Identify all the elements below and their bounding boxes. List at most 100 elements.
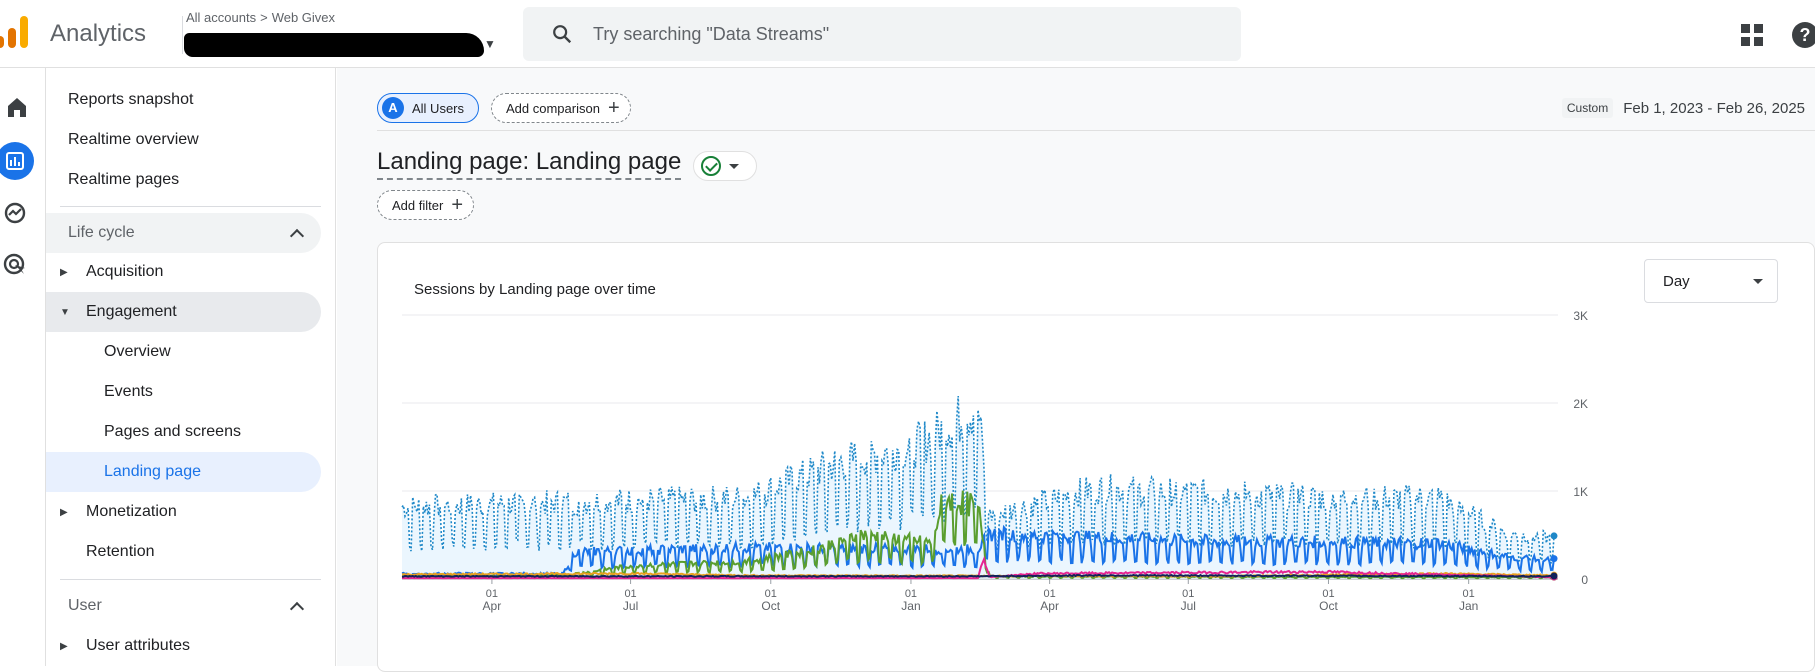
chevron-down-icon: [729, 163, 739, 169]
nav-label: Acquisition: [86, 263, 164, 280]
chart-card: Sessions by Landing page over time Day 3…: [377, 242, 1815, 672]
granularity-value: Day: [1663, 272, 1690, 290]
series-line: [401, 573, 1555, 578]
account-caret-icon[interactable]: ▼: [484, 37, 496, 51]
nav-overview[interactable]: Overview: [104, 343, 171, 360]
breadcrumb-root[interactable]: All accounts: [186, 10, 257, 25]
nav-monetization[interactable]: ▶ Monetization: [46, 492, 321, 532]
segment-label: All Users: [412, 100, 465, 116]
header-divider: [377, 130, 1815, 131]
page-title[interactable]: Landing page: Landing page: [377, 148, 682, 180]
main-content: A All Users Add comparison + Custom Feb …: [337, 68, 1815, 672]
top-bar: Analytics All accounts > Web Givex ▼ ?: [0, 0, 1815, 68]
expand-arrow-icon: ▶: [60, 506, 68, 518]
expand-arrow-icon: ▶: [60, 266, 68, 278]
nav-label: User attributes: [86, 637, 191, 654]
nav-retention[interactable]: Retention: [86, 543, 155, 560]
apps-grid-icon[interactable]: [1741, 24, 1763, 46]
x-tick-day: 01: [765, 588, 777, 600]
x-tick-month: Jan: [901, 599, 920, 613]
y-tick-label: 1K: [1573, 485, 1588, 499]
header-divider: [182, 16, 183, 54]
app-title: Analytics: [50, 20, 147, 47]
x-tick-day: 01: [1182, 588, 1194, 600]
date-range-text: Feb 1, 2023 - Feb 26, 2025: [1623, 99, 1805, 117]
reports-icon[interactable]: [0, 146, 30, 176]
nav-pages-and-screens[interactable]: Pages and screens: [104, 423, 241, 440]
home-icon[interactable]: [2, 92, 32, 122]
x-tick-month: Jan: [1459, 599, 1478, 613]
y-tick-label: 0: [1581, 573, 1588, 587]
x-tick-month: Oct: [1319, 599, 1338, 613]
date-range-badge: Custom: [1561, 98, 1614, 118]
nav-user-attributes[interactable]: ▶ User attributes: [46, 626, 321, 666]
side-nav: Reports snapshot Realtime overview Realt…: [46, 68, 336, 666]
expand-arrow-icon: ▶: [60, 640, 68, 652]
breadcrumb[interactable]: All accounts > Web Givex: [186, 10, 335, 25]
account-name-redacted[interactable]: [184, 33, 484, 57]
nav-landing-page[interactable]: Landing page: [46, 452, 321, 492]
search-icon: [553, 25, 572, 44]
rail-active-indicator: [0, 142, 34, 180]
check-circle-icon: [701, 156, 721, 176]
x-tick-month: Apr: [483, 599, 502, 613]
left-rail: [0, 68, 46, 666]
plus-icon: +: [451, 194, 463, 216]
nav-section-user[interactable]: User: [46, 586, 321, 626]
breadcrumb-property[interactable]: Web Givex: [271, 10, 336, 25]
add-filter-button[interactable]: Add filter +: [377, 190, 474, 220]
date-range-picker[interactable]: Custom Feb 1, 2023 - Feb 26, 2025: [1561, 98, 1805, 118]
x-tick-day: 01: [624, 588, 636, 600]
nav-realtime-overview[interactable]: Realtime overview: [68, 131, 199, 148]
y-tick-label: 2K: [1573, 397, 1588, 411]
x-tick-month: Jul: [623, 599, 638, 613]
chevron-right-icon: >: [260, 10, 268, 25]
series-end-marker: [1550, 572, 1558, 580]
search-input[interactable]: [593, 23, 1193, 45]
series-end-marker: [1550, 532, 1558, 540]
chevron-up-icon: [289, 228, 305, 244]
nav-engagement[interactable]: ▼ Engagement: [46, 292, 321, 332]
nav-events[interactable]: Events: [104, 383, 153, 400]
segment-chip[interactable]: A All Users: [377, 93, 480, 123]
x-tick-day: 01: [1322, 588, 1334, 600]
x-tick-month: Apr: [1040, 599, 1059, 613]
section-label: User: [68, 597, 102, 614]
x-tick-day: 01: [1043, 588, 1055, 600]
report-status-dropdown[interactable]: [693, 151, 757, 181]
nav-divider: [60, 579, 321, 580]
explore-icon[interactable]: [0, 198, 30, 228]
collapse-arrow-icon: ▼: [60, 306, 70, 318]
add-filter-label: Add filter: [392, 197, 444, 213]
plus-icon: +: [607, 97, 620, 119]
section-label: Life cycle: [68, 224, 135, 241]
search-bar[interactable]: [523, 7, 1241, 61]
advertising-icon[interactable]: [0, 250, 30, 280]
series-end-marker: [1550, 555, 1558, 563]
nav-divider: [60, 206, 321, 207]
granularity-select[interactable]: Day: [1644, 259, 1778, 303]
x-tick-month: Oct: [761, 599, 780, 613]
chart-title: Sessions by Landing page over time: [414, 281, 656, 298]
add-comparison-label: Add comparison: [506, 100, 600, 116]
analytics-logo-icon[interactable]: [0, 14, 30, 50]
help-icon[interactable]: ?: [1792, 22, 1815, 48]
sessions-line-chart: 3K2K1K001Apr01Jul01Oct01Jan01Apr01Jul01O…: [401, 309, 1588, 613]
nav-acquisition[interactable]: ▶ Acquisition: [46, 252, 321, 292]
nav-reports-snapshot[interactable]: Reports snapshot: [68, 91, 194, 108]
nav-realtime-pages[interactable]: Realtime pages: [68, 171, 180, 188]
segment-avatar: A: [382, 97, 404, 119]
series-line: [401, 555, 1554, 580]
add-comparison-button[interactable]: Add comparison +: [491, 93, 631, 123]
series-area: [402, 396, 1554, 579]
y-tick-label: 3K: [1573, 309, 1588, 323]
x-tick-month: Jul: [1181, 599, 1196, 613]
nav-section-lifecycle[interactable]: Life cycle: [46, 213, 321, 253]
chevron-up-icon: [289, 601, 305, 617]
series-line: [401, 395, 1555, 564]
chevron-down-icon: [1753, 279, 1763, 284]
series-line: [401, 524, 1555, 579]
x-tick-day: 01: [1463, 588, 1475, 600]
nav-label: Engagement: [86, 303, 177, 320]
nav-label: Monetization: [86, 503, 177, 520]
